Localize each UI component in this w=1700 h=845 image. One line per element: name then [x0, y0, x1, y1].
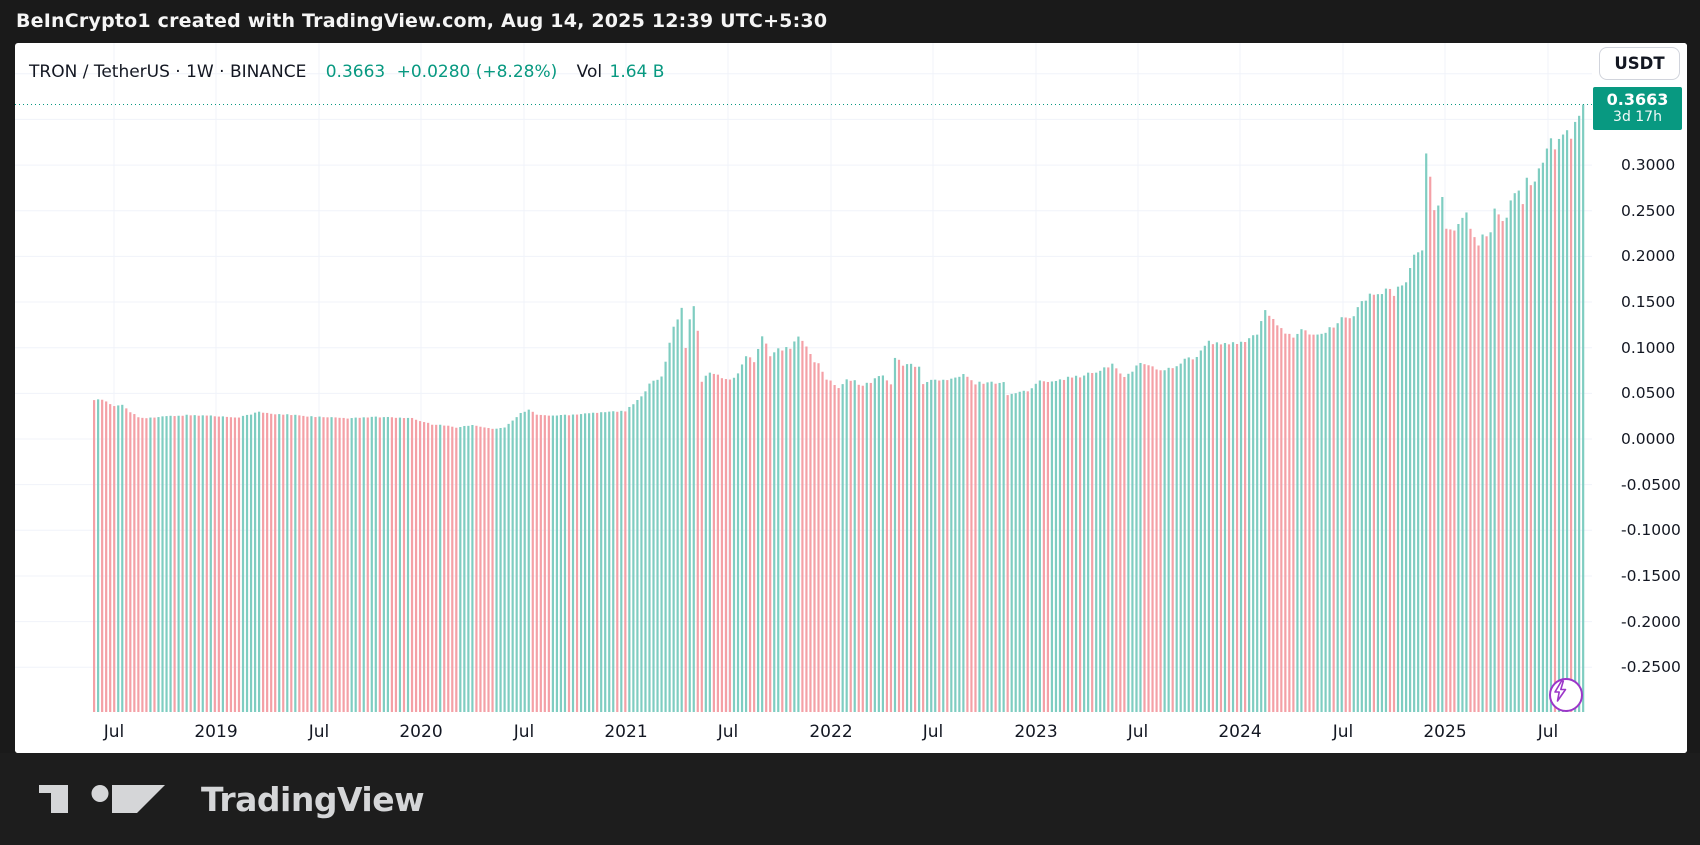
time-axis-label: 2022	[809, 722, 853, 742]
time-axis-label: Jul	[513, 722, 535, 742]
time-axis-label: Jul	[1127, 722, 1149, 742]
time-axis-label: 2025	[1423, 722, 1467, 742]
price-scale-label: -0.1500	[1621, 566, 1681, 585]
price-scale-label: 0.1500	[1621, 293, 1676, 312]
legend-change: +0.0280 (+8.28%)	[396, 62, 558, 82]
time-axis-label: Jul	[1332, 722, 1354, 742]
currency-button[interactable]: USDT	[1599, 47, 1680, 80]
current-price-badge: 0.3663 3d 17h	[1593, 86, 1682, 130]
symbol-title[interactable]: TRON / TetherUS · 1W · BINANCE	[29, 62, 307, 82]
price-chart-svg[interactable]	[15, 43, 1592, 712]
tradingview-logo-icon[interactable]	[39, 784, 167, 814]
current-price-value: 0.3663	[1606, 89, 1669, 109]
footer-bar: TradingView	[0, 753, 1700, 845]
price-scale-label: 0.0000	[1621, 429, 1676, 448]
chart-legend: TRON / TetherUS · 1W · BINANCE 0.3663 +0…	[29, 62, 670, 82]
legend-vol-value: 1.64 B	[609, 62, 665, 82]
time-axis-label: 2019	[194, 722, 238, 742]
price-scale[interactable]: USDT 0.3663 3d 17h 0.3000 0.2500 0.2000 0.1…	[1592, 43, 1687, 753]
price-scale-label: -0.0500	[1621, 475, 1681, 494]
time-axis[interactable]: Jul 2019 Jul 2020 Jul 2021 Jul 2022 Jul 2023 Jul 20…	[15, 712, 1592, 753]
price-scale-label: 0.0500	[1621, 384, 1676, 403]
tradingview-logo-text[interactable]: TradingView	[201, 779, 425, 819]
price-scale-label: 0.2500	[1621, 201, 1676, 220]
time-axis-label: Jul	[103, 722, 125, 742]
price-scale-label: 0.2000	[1621, 247, 1676, 266]
time-axis-label: 2023	[1014, 722, 1058, 742]
price-scale-label: -0.1000	[1621, 521, 1681, 540]
bar-countdown: 3d 17h	[1613, 108, 1662, 125]
watermark-banner: BeInCrypto1 created with TradingView.com…	[16, 10, 828, 32]
price-scale-label: -0.2500	[1621, 658, 1681, 677]
price-scale-label: 0.3000	[1621, 156, 1676, 175]
time-axis-label: Jul	[717, 722, 739, 742]
price-scale-label: 0.1000	[1621, 338, 1676, 357]
time-axis-label: 2024	[1218, 722, 1262, 742]
chart-card: TRON / TetherUS · 1W · BINANCE 0.3663 +0…	[15, 43, 1687, 753]
time-axis-label: 2020	[399, 722, 443, 742]
time-axis-label: Jul	[1537, 722, 1559, 742]
legend-vol-label: Vol	[576, 62, 603, 82]
flash-boost-button[interactable]	[1549, 678, 1583, 712]
chart-plot-area[interactable]: TRON / TetherUS · 1W · BINANCE 0.3663 +0…	[15, 43, 1592, 712]
time-axis-label: 2021	[604, 722, 648, 742]
price-scale-label: -0.2000	[1621, 612, 1681, 631]
lightning-icon	[1554, 680, 1567, 702]
time-axis-label: Jul	[922, 722, 944, 742]
legend-price: 0.3663	[325, 62, 386, 82]
time-axis-label: Jul	[308, 722, 330, 742]
